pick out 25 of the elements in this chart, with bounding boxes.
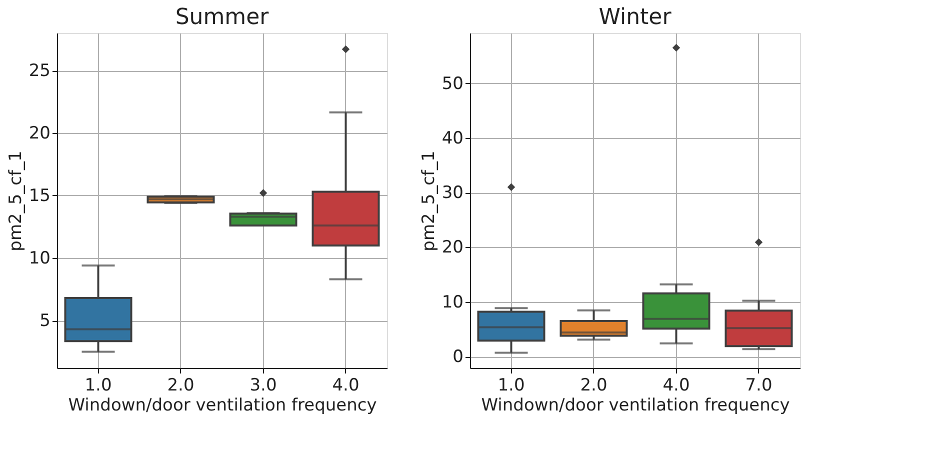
x-tick-label: 4.0 bbox=[662, 376, 690, 396]
x-tick-label: 7.0 bbox=[745, 376, 772, 396]
x-tick-label: 2.0 bbox=[580, 376, 608, 396]
y-tick-label: 25 bbox=[28, 61, 50, 81]
x-tick-label: 1.0 bbox=[84, 376, 112, 396]
y-axis-title: pm2_5_cf_1 bbox=[6, 150, 26, 252]
y-tick-label: 20 bbox=[28, 124, 50, 144]
x-tick-label: 1.0 bbox=[498, 376, 525, 396]
y-axis-title: pm2_5_cf_1 bbox=[418, 150, 439, 252]
y-tick-label: 10 bbox=[28, 248, 50, 268]
x-tick-label: 3.0 bbox=[250, 376, 277, 396]
x-tick-label: 2.0 bbox=[167, 376, 194, 396]
y-tick-label: 0 bbox=[452, 347, 464, 368]
y-tick-label: 15 bbox=[28, 186, 50, 206]
x-axis-title: Windown/door ventilation frequency bbox=[481, 396, 790, 416]
y-tick-label: 10 bbox=[442, 292, 464, 312]
y-tick-label: 40 bbox=[442, 128, 464, 148]
x-axis-title: Windown/door ventilation frequency bbox=[68, 396, 377, 416]
chart-title: Summer bbox=[175, 5, 270, 30]
y-tick-label: 5 bbox=[40, 311, 50, 331]
chart-title: Winter bbox=[598, 5, 672, 30]
y-tick-label: 30 bbox=[442, 183, 464, 204]
y-tick-label: 50 bbox=[442, 74, 464, 94]
x-tick-label: 4.0 bbox=[332, 376, 360, 396]
y-tick-label: 20 bbox=[442, 238, 464, 258]
